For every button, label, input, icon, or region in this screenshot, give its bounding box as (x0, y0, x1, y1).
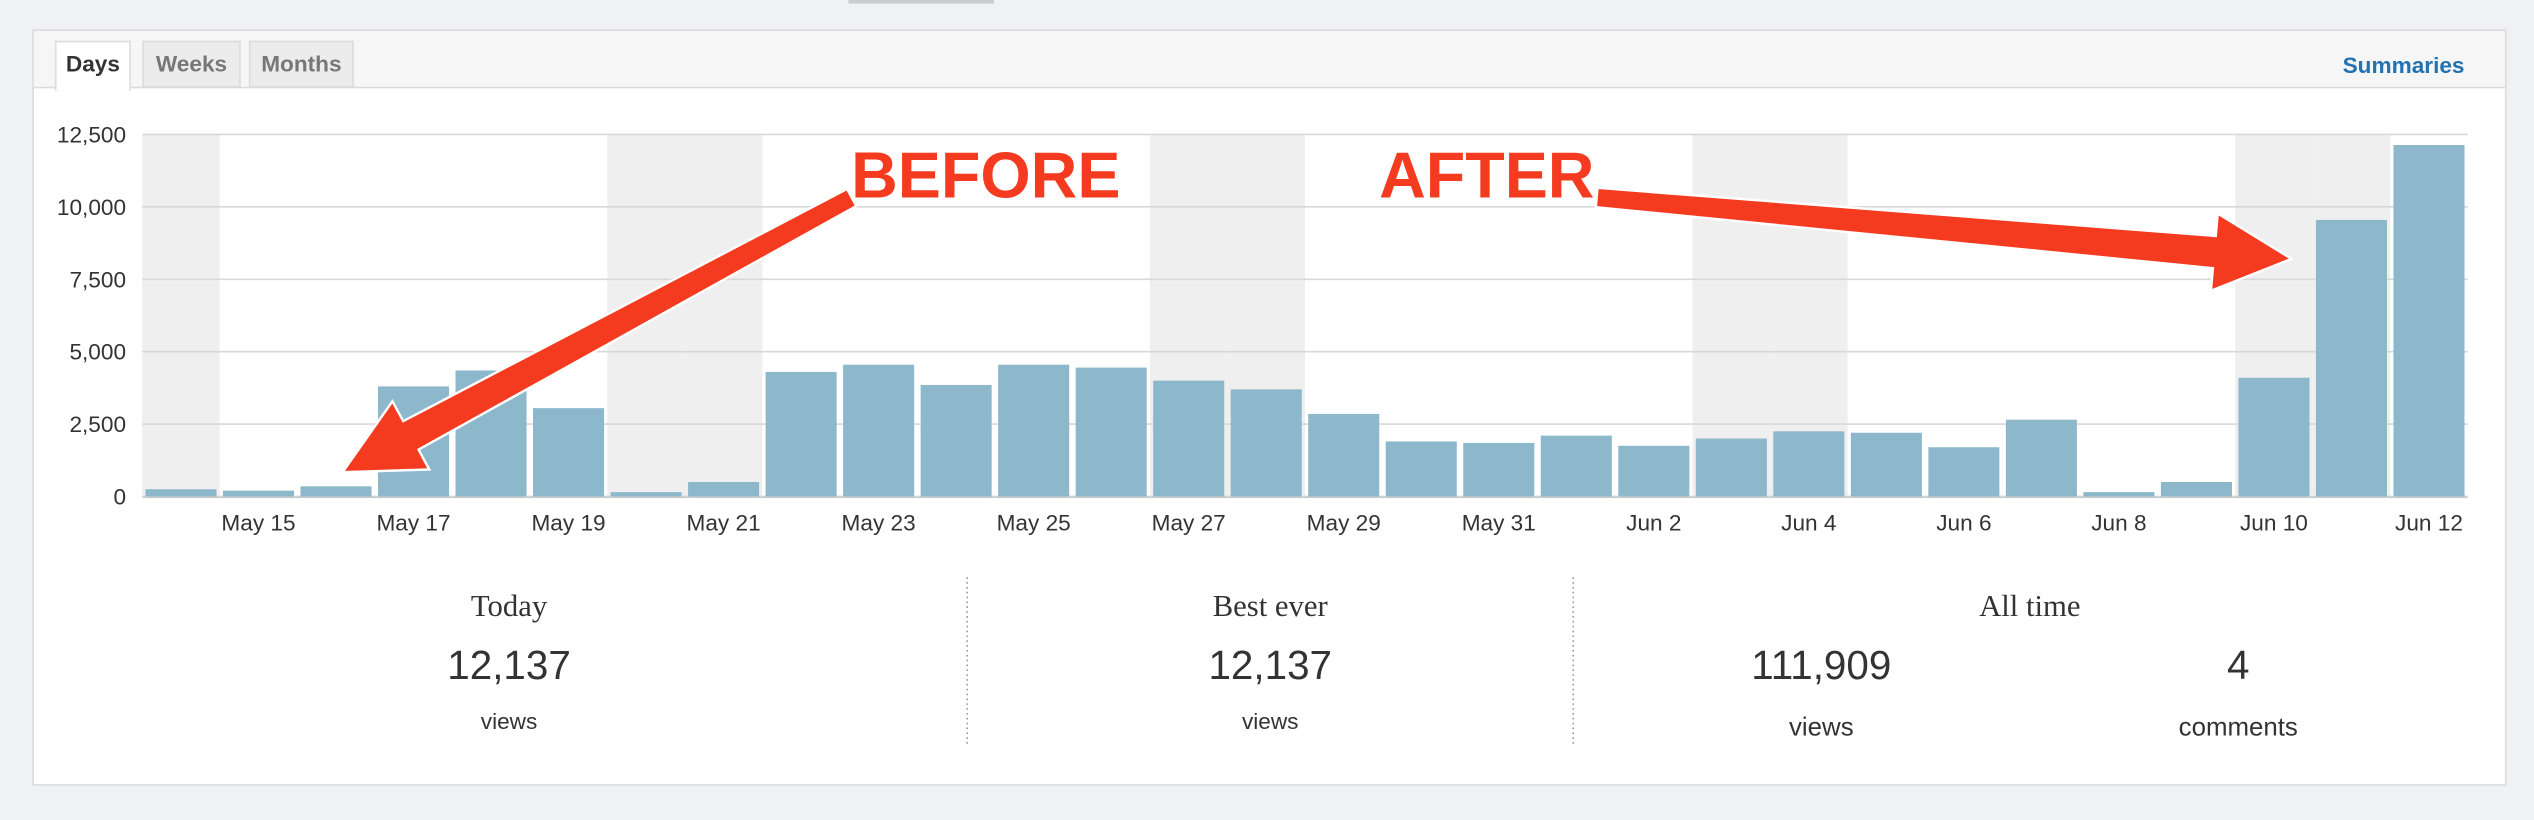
y-tick-label: 7,500 (69, 267, 126, 292)
annotation: AFTER (1379, 138, 1594, 211)
top-tab-edge (848, 0, 994, 4)
bar (145, 489, 217, 497)
x-tick-label: Jun 6 (1936, 510, 1991, 535)
y-tick-label: 0 (113, 485, 126, 510)
x-tick-label: May 17 (376, 510, 450, 535)
tab-bg (142, 40, 241, 88)
x-tick-label: May 23 (842, 510, 916, 535)
bar (920, 384, 992, 497)
bar (222, 490, 295, 497)
x-tick-label: May 31 (1462, 510, 1536, 535)
summaries-link[interactable]: Summaries (2343, 53, 2465, 78)
bar (2393, 144, 2465, 497)
weekend-band (1692, 134, 1771, 497)
bar (1385, 441, 1457, 497)
x-tick-label: May 29 (1307, 510, 1381, 535)
tab-bg (54, 40, 131, 91)
x-tick-label: May 15 (221, 510, 295, 535)
tab-label: Weeks (156, 51, 227, 76)
stat-value: 12,137 (1208, 642, 1332, 688)
annotation-arrow (1594, 186, 2295, 293)
stat-title: Today (471, 589, 548, 623)
tab-label: Months (261, 51, 341, 76)
bar (1540, 435, 1612, 497)
bar (2315, 219, 2387, 497)
x-tick-label: Jun 8 (2091, 510, 2146, 535)
x-tick-label: May 19 (531, 510, 605, 535)
bar (688, 481, 760, 497)
panel-header (33, 31, 2505, 88)
bar (1230, 389, 1302, 497)
bar (1308, 413, 1380, 497)
tab-months[interactable]: Months (248, 40, 354, 88)
bar (2083, 492, 2155, 497)
stat-unit: views (1789, 714, 1854, 742)
bar (533, 408, 605, 497)
stat-unit: views (481, 709, 538, 734)
bar (765, 371, 837, 497)
bar (998, 364, 1070, 497)
stat-unit: views (1242, 709, 1299, 734)
x-tick-label: May 21 (687, 510, 761, 535)
x-tick-label: May 25 (997, 510, 1071, 535)
x-tick-label: Jun 2 (1626, 510, 1681, 535)
annotation: BEFORE (851, 138, 1120, 211)
y-tick-label: 12,500 (57, 123, 126, 148)
bar (843, 364, 915, 497)
stat-title: All time (1979, 589, 2080, 623)
stat-title: Best ever (1213, 589, 1328, 623)
weekend-band (684, 134, 763, 497)
tab-weeks[interactable]: Weeks (142, 40, 241, 88)
stat-value: 12,137 (447, 642, 571, 688)
bar (1928, 447, 2000, 497)
y-tick-label: 2,500 (69, 412, 126, 437)
x-tick-label: Jun 4 (1781, 510, 1836, 535)
bar (1463, 442, 1535, 497)
tab-label: Days (66, 51, 120, 76)
bar (1850, 432, 1922, 497)
x-tick-label: Jun 10 (2240, 510, 2308, 535)
bar (2160, 481, 2232, 497)
bar (1075, 367, 1147, 497)
bar (1153, 380, 1225, 497)
bar (1773, 431, 1845, 497)
bar (2005, 419, 2077, 497)
annotation-arrow (340, 187, 858, 474)
bar (1618, 445, 1690, 497)
chart: 0 2,500 5,000 7,500 10,000 12,500 May 15 May 17… (57, 123, 2468, 535)
stat-unit: comments (2179, 714, 2298, 742)
tab-days[interactable]: Days (54, 40, 131, 91)
y-tick-label: 5,000 (69, 340, 126, 365)
y-tick-label: 10,000 (57, 195, 126, 220)
bar (2238, 377, 2310, 497)
bar (1695, 438, 1767, 497)
stat-value: 111,909 (1751, 642, 1891, 688)
bar (610, 492, 682, 497)
bar (300, 486, 372, 497)
x-tick-label: May 27 (1152, 510, 1226, 535)
x-tick-label: Jun 12 (2395, 510, 2463, 535)
tab-bg (248, 40, 354, 88)
tab-join (56, 85, 130, 91)
stat-value: 4 (2227, 642, 2249, 688)
weekend-band (142, 134, 220, 497)
